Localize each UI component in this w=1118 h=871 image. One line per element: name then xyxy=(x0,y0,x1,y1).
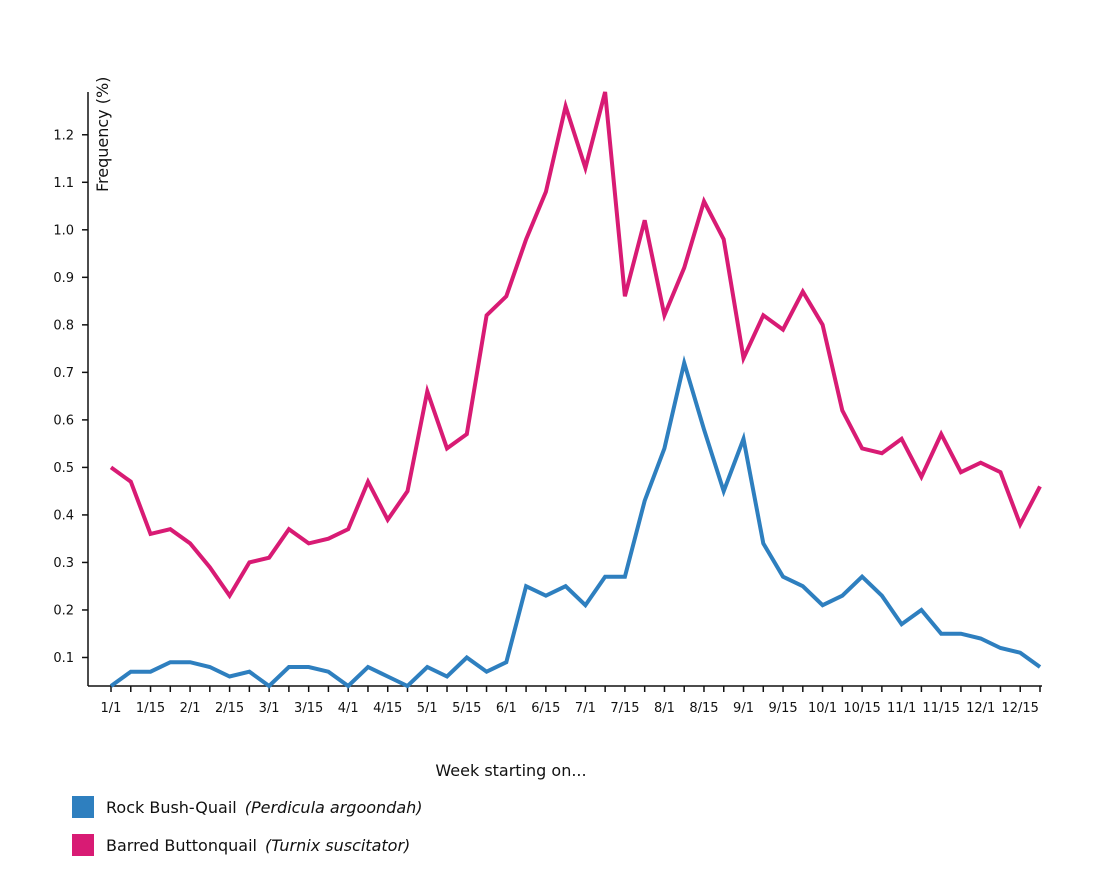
x-tick-label: 11/1 xyxy=(887,701,916,716)
x-tick-label: 9/1 xyxy=(733,701,754,716)
legend-scientific-rock-bush-quail: (Perdicula argoondah) xyxy=(244,797,423,817)
legend-label-barred-buttonquail: Barred Buttonquail xyxy=(106,835,257,855)
x-tick-label: 1/15 xyxy=(136,701,165,716)
legend-item-barred-buttonquail[interactable]: Barred Buttonquail (Turnix suscitator) xyxy=(72,826,423,864)
x-tick-label: 8/1 xyxy=(654,701,675,716)
y-tick-label: 0.7 xyxy=(53,366,74,381)
series-line-barred-buttonquail xyxy=(109,91,1042,600)
y-tick-label: 0.1 xyxy=(53,651,74,666)
x-tick-label: 10/15 xyxy=(843,701,880,716)
x-axis-title: Week starting on... xyxy=(435,761,586,780)
x-tick-label: 9/15 xyxy=(768,701,797,716)
y-tick-label: 0.2 xyxy=(53,603,74,618)
x-tick-label: 7/1 xyxy=(575,701,596,716)
y-tick-label: 1.1 xyxy=(53,176,74,191)
x-tick-label: 2/1 xyxy=(180,701,201,716)
series-lines xyxy=(109,91,1042,689)
legend: Rock Bush-Quail (Perdicula argoondah) Ba… xyxy=(72,788,423,864)
x-tick-label: 4/1 xyxy=(338,701,359,716)
x-tick-label: 5/15 xyxy=(452,701,481,716)
y-tick-label: 0.9 xyxy=(53,271,74,286)
x-tick-label: 4/15 xyxy=(373,701,402,716)
x-tick-label: 6/15 xyxy=(531,701,560,716)
x-tick-label: 2/15 xyxy=(215,701,244,716)
y-tick-label: 0.5 xyxy=(53,461,74,476)
legend-scientific-barred-buttonquail: (Turnix suscitator) xyxy=(264,835,411,855)
x-tick-label: 11/15 xyxy=(922,701,959,716)
legend-swatch-barred-buttonquail xyxy=(72,834,94,856)
x-tick-label: 12/1 xyxy=(966,701,995,716)
x-tick-label: 7/15 xyxy=(610,701,639,716)
series-line-rock-bush-quail xyxy=(109,355,1042,689)
x-tick-label: 6/1 xyxy=(496,701,517,716)
x-tick-label: 1/1 xyxy=(101,701,122,716)
y-tick-label: 1.0 xyxy=(53,223,74,238)
legend-item-rock-bush-quail[interactable]: Rock Bush-Quail (Perdicula argoondah) xyxy=(72,788,423,826)
x-tick-label: 5/1 xyxy=(417,701,438,716)
legend-label-rock-bush-quail: Rock Bush-Quail xyxy=(106,797,237,817)
y-axis-title: Frequency (%) xyxy=(93,77,112,192)
y-tick-label: 0.3 xyxy=(53,556,74,571)
x-axis-ticks: 1/1 1/15 2/1 2/15 3/1 3/15 4/1 4/15 5/1 5/15 6/1 6/… xyxy=(101,686,1041,716)
legend-swatch-rock-bush-quail xyxy=(72,796,94,818)
y-tick-label: 0.6 xyxy=(53,413,74,428)
x-tick-label: 3/1 xyxy=(259,701,280,716)
y-tick-label: 0.8 xyxy=(53,318,74,333)
x-tick-label: 10/1 xyxy=(808,701,837,716)
x-tick-label: 3/15 xyxy=(294,701,323,716)
x-tick-label: 12/15 xyxy=(1001,701,1038,716)
y-tick-label: 1.2 xyxy=(53,128,74,143)
y-axis-ticks: 0.1 0.2 0.3 0.4 0.5 0.6 0.7 0.8 0.9 1.0 1.1 1.2 xyxy=(53,128,88,666)
x-tick-label: 8/15 xyxy=(689,701,718,716)
y-tick-label: 0.4 xyxy=(53,508,74,523)
